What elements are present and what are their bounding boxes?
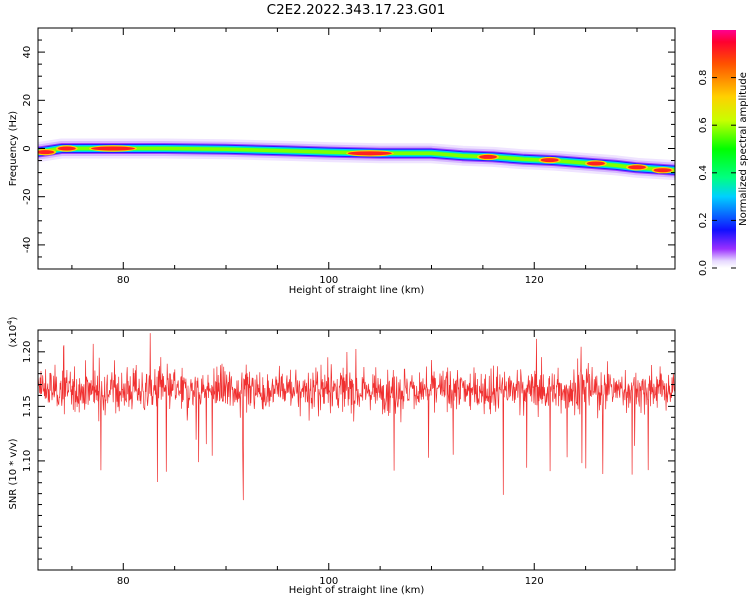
spectrogram-y-tick-label: 0	[22, 145, 33, 151]
colorbar-tick-label: 0.4	[698, 165, 709, 181]
colorbar-label: Normalized spectral amplitude	[738, 72, 749, 226]
snr-x-ticks: 80 100 120	[71, 330, 638, 587]
colorbar: 0.0 0.2 0.4 0.6 0.8 Normalized spectral ampl…	[698, 30, 749, 276]
spectrogram-heatmap	[38, 138, 675, 181]
spectrogram-y-ticks: 40 20 0 -20 -40	[22, 39, 675, 258]
snr-y-tick-label: 1.20	[22, 341, 33, 363]
spectrogram-peak	[479, 154, 498, 159]
chart-title: C2E2.2022.343.17.23.G01	[267, 2, 446, 18]
snr-y-tick-label: 1.10	[22, 450, 33, 472]
colorbar-tick-label: 0.6	[698, 117, 709, 133]
spectrogram-x-ticks: 80 100 120	[71, 28, 638, 286]
colorbar-tick-label: 0.2	[698, 212, 709, 228]
spectrogram-x-tick-label: 80	[117, 275, 130, 286]
snr-x-axis-label: Height of straight line (km)	[289, 585, 425, 596]
snr-y-axis-label: SNR (10 * v/v)	[8, 438, 19, 509]
spectrogram-y-tick-label: 20	[22, 94, 33, 107]
spectrogram-peak	[57, 146, 76, 151]
colorbar-ticks: 0.0 0.2 0.4 0.6 0.8	[698, 70, 736, 276]
snr-series-line	[38, 333, 675, 501]
colorbar-tick-label: 0.0	[698, 260, 709, 276]
spectrogram-x-tick-label: 120	[525, 275, 544, 286]
spectrogram-peak	[586, 161, 605, 166]
spectrogram-track	[38, 138, 675, 181]
snr-panel: 80 100 120 1.10 1.15 1.20 Height of straight…	[6, 316, 676, 596]
snr-y-scale-exponent: 4	[6, 320, 14, 325]
spectrogram-y-tick-label: -40	[22, 237, 33, 253]
spectrogram-y-tick-label: 40	[22, 46, 33, 59]
snr-y-ticks: 1.10 1.15 1.20	[22, 329, 675, 560]
snr-y-scale-prefix: (x10	[8, 325, 19, 348]
snr-y-tick-label: 1.15	[22, 395, 33, 417]
spectrogram-x-tick-label: 100	[319, 275, 338, 286]
spectrogram-peak	[38, 150, 55, 155]
spectrogram-y-axis-label: Frequency (Hz)	[8, 111, 19, 187]
spectrogram-peak	[627, 165, 646, 170]
spectrogram-peak	[91, 146, 136, 151]
snr-y-scale-factor: (x104)	[6, 316, 19, 347]
spectrogram-peak	[347, 151, 392, 156]
spectrogram-peak	[540, 158, 559, 163]
snr-x-tick-label: 80	[117, 576, 130, 587]
snr-x-tick-label: 120	[525, 576, 544, 587]
snr-plot-area	[38, 330, 675, 570]
spectrogram-panel: 80 100 120 40 20 0 -20 -40 Height of straight …	[8, 27, 676, 296]
spectrogram-y-tick-label: -20	[22, 189, 33, 205]
snr-y-scale-suffix: )	[8, 316, 19, 320]
colorbar-tick-label: 0.8	[698, 70, 709, 86]
colorbar-gradient	[712, 30, 736, 268]
snr-x-tick-label: 100	[319, 576, 338, 587]
spectrogram-peak	[653, 168, 672, 173]
spectrogram-x-axis-label: Height of straight line (km)	[289, 285, 425, 296]
